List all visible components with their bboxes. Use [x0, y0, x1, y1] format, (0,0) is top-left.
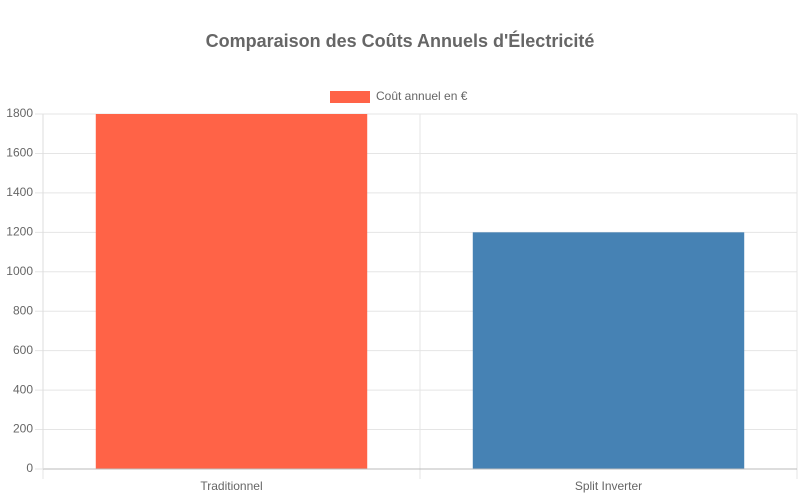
- y-tick-label: 1800: [6, 106, 33, 120]
- x-tick-label: Traditionnel: [200, 479, 262, 493]
- legend-label: Coût annuel en €: [376, 89, 468, 103]
- y-tick-label: 400: [13, 382, 33, 396]
- y-tick-label: 600: [13, 343, 33, 357]
- bar: [95, 114, 368, 469]
- y-tick-label: 1000: [6, 264, 33, 278]
- y-tick-label: 200: [13, 422, 33, 436]
- y-tick-label: 1600: [6, 146, 33, 160]
- x-tick-label: Split Inverter: [575, 479, 642, 493]
- y-tick-label: 800: [13, 303, 33, 317]
- chart-title: Comparaison des Coûts Annuels d'Électric…: [206, 30, 595, 51]
- y-tick-label: 1400: [6, 185, 33, 199]
- y-tick-label: 0: [26, 461, 33, 475]
- legend-swatch: [330, 91, 370, 103]
- bar: [472, 232, 745, 469]
- y-tick-label: 1200: [6, 225, 33, 239]
